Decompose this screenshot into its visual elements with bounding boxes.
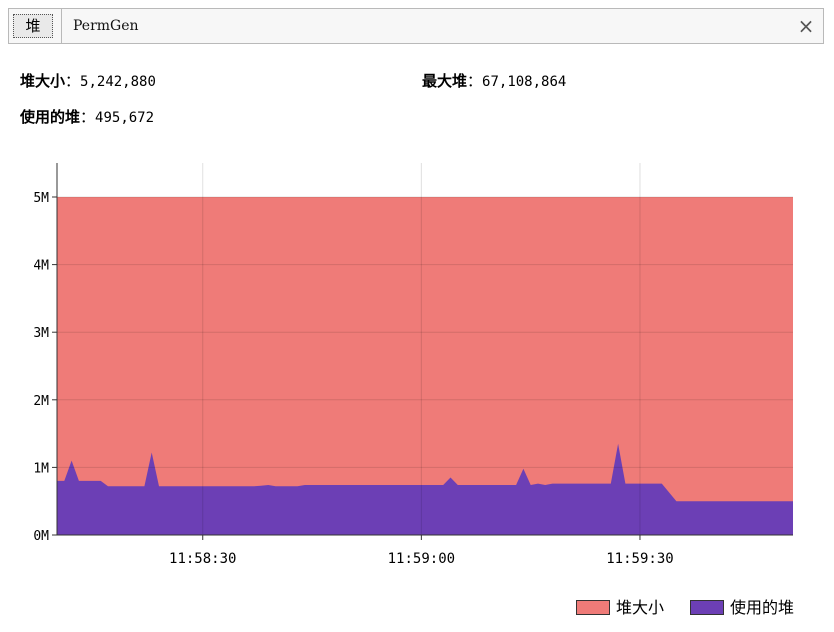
used-heap-value: 495,672: [95, 110, 155, 126]
heap-size-stat: 堆大小：5,242,880: [20, 70, 156, 91]
y-tick-label: 2M: [33, 394, 49, 409]
y-tick-label: 1M: [33, 461, 49, 476]
y-tick-label: 0M: [33, 529, 49, 544]
max-heap-separator: ：: [467, 72, 483, 90]
x-tick-label: 11:58:30: [169, 551, 236, 567]
used-heap-separator: ：: [80, 108, 96, 126]
area-heap-size: [57, 197, 793, 535]
legend-swatch-heap-size: [576, 600, 610, 615]
tab-heap-label: 堆: [25, 17, 41, 35]
tab-bar: 堆 PermGen ×: [8, 8, 824, 44]
tab-separator: [61, 9, 62, 43]
used-heap-label: 使用的堆: [20, 108, 81, 126]
max-heap-stat: 最大堆：67,108,864: [422, 70, 566, 91]
y-tick-label: 4M: [33, 259, 49, 274]
used-heap-stat: 使用的堆：495,672: [20, 106, 154, 127]
tab-heap[interactable]: 堆: [13, 14, 53, 38]
tab-permgen-label: PermGen: [73, 18, 139, 34]
heap-size-separator: ：: [65, 72, 81, 90]
x-tick-label: 11:59:30: [606, 551, 673, 567]
close-icon[interactable]: ×: [797, 14, 815, 38]
x-tick-label: 11:59:00: [388, 551, 455, 567]
max-heap-value: 67,108,864: [482, 74, 567, 90]
heap-size-value: 5,242,880: [80, 74, 156, 90]
legend-swatch-used-heap: [690, 600, 724, 615]
y-tick-label: 3M: [33, 326, 49, 341]
max-heap-label: 最大堆: [422, 72, 468, 90]
legend-label-heap-size: 堆大小: [616, 598, 665, 617]
legend-label-used-heap: 使用的堆: [730, 598, 795, 617]
y-tick-label: 5M: [33, 191, 49, 206]
tab-permgen[interactable]: PermGen: [73, 9, 139, 43]
heap-size-label: 堆大小: [20, 72, 66, 90]
area-used-heap: [57, 443, 793, 535]
heap-chart: 0M 1M 2M 3M 4M 5M 11:58:30 11:59:00 11:59:30: [33, 163, 793, 567]
